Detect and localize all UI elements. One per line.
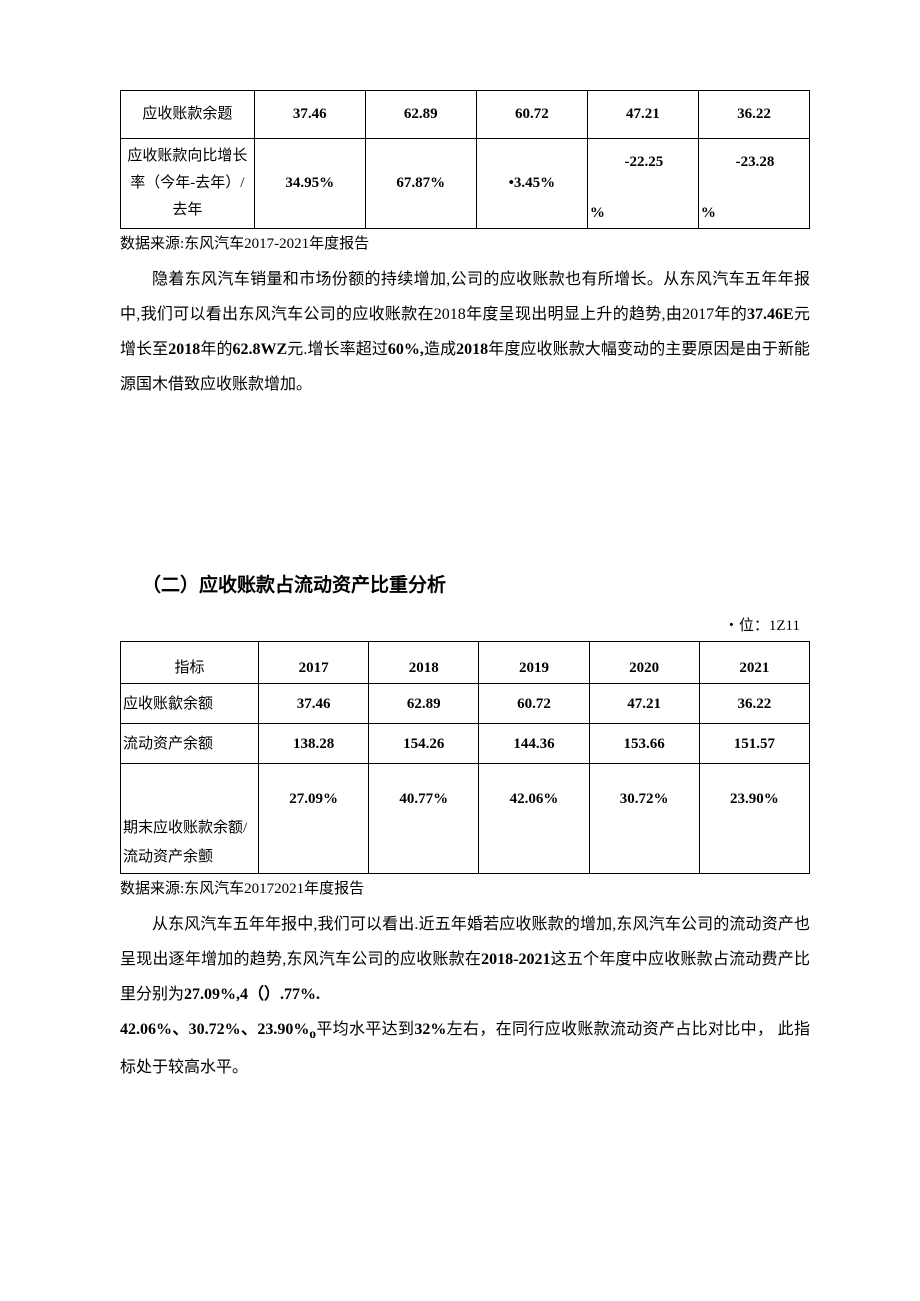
row-label: 应收账歙余额 [121, 684, 259, 724]
unit-label: ・位：1Z11 [120, 615, 800, 638]
table1-row-balance: 应收账款余题 37.46 62.89 60.72 47.21 36.22 [121, 91, 810, 139]
para-text: 造成 [424, 341, 456, 358]
table2-row-receivables: 应收账歙余额 37.46 62.89 60.72 47.21 36.22 [121, 684, 810, 724]
header-year: 2020 [589, 642, 699, 684]
cell: 60.72 [476, 91, 587, 139]
paragraph-3: 42.06%、30.72%、23.90%o平均水平达到32%左右，在同行应收账款… [120, 1012, 810, 1087]
header-year: 2018 [369, 642, 479, 684]
cell: -22.25 % [587, 139, 698, 229]
neg-value: -23.28 [701, 139, 809, 174]
cell: 23.90% [699, 764, 809, 874]
receivables-growth-table: 应收账款余题 37.46 62.89 60.72 47.21 36.22 应收账… [120, 90, 810, 229]
para-text: 年的 [200, 341, 232, 358]
cell: 42.06% [479, 764, 589, 874]
data-source-2: 数据来源:东风汽车20172021年度报告 [120, 878, 810, 901]
cell: 30.72% [589, 764, 699, 874]
receivables-ratio-table: 指标 2017 2018 2019 2020 2021 应收账歙余额 37.46… [120, 641, 810, 874]
cell: 153.66 [589, 724, 699, 764]
section-gap [120, 402, 810, 572]
para-text: 隐着东风汽车销量和市场份额的持续增加,公司的应收账款也有所增长。从东风汽车五年年… [120, 271, 810, 323]
cell: 60.72 [479, 684, 589, 724]
para-bold: 32% [414, 1021, 446, 1038]
cell: 36.22 [698, 91, 809, 139]
row-label: 应收账款向比增长率（今年-去年）/去年 [121, 139, 255, 229]
section-2-title: （二）应收账款占流动资产比重分析 [142, 572, 810, 601]
para-bold: 42.06%、30.72%、23.90% [120, 1021, 309, 1038]
data-source-1: 数据来源:东风汽车2017-2021年度报告 [120, 233, 810, 256]
neg-value: -22.25 [590, 139, 698, 174]
cell: 144.36 [479, 724, 589, 764]
header-year: 2017 [259, 642, 369, 684]
cell: •3.45% [476, 139, 587, 229]
para-bold: 37.46E [747, 306, 794, 323]
row-label: 应收账款余题 [121, 91, 255, 139]
cell: 47.21 [587, 91, 698, 139]
paragraph-2: 从东风汽车五年年报中,我们可以看出.近五年婚若应收账款的增加,东风汽车公司的流动… [120, 907, 810, 1013]
header-label: 指标 [121, 642, 259, 684]
para-bold: 62.8WZ [233, 341, 288, 358]
paragraph-1: 隐着东风汽车销量和市场份额的持续增加,公司的应收账款也有所增长。从东风汽车五年年… [120, 262, 810, 403]
cell: 37.46 [259, 684, 369, 724]
table2-header-row: 指标 2017 2018 2019 2020 2021 [121, 642, 810, 684]
para-bold: 2018 [456, 341, 488, 358]
para-bold: 2018-2021 [481, 951, 550, 968]
para-sub: o [309, 1027, 316, 1042]
cell: 62.89 [365, 91, 476, 139]
cell: 34.95% [254, 139, 365, 229]
cell: 62.89 [369, 684, 479, 724]
table2-row-current-assets: 流动资产余额 138.28 154.26 144.36 153.66 151.5… [121, 724, 810, 764]
cell: 27.09% [259, 764, 369, 874]
para-bold: 27.09%,4（）.77%. [184, 986, 320, 1003]
cell: 36.22 [699, 684, 809, 724]
cell: 67.87% [365, 139, 476, 229]
cell: 154.26 [369, 724, 479, 764]
para-bold: 2018 [168, 341, 200, 358]
header-year: 2019 [479, 642, 589, 684]
cell: 138.28 [259, 724, 369, 764]
cell: 151.57 [699, 724, 809, 764]
row-label: 流动资产余额 [121, 724, 259, 764]
pct-symbol: % [701, 202, 716, 225]
para-text: 平均水平达到 [316, 1021, 414, 1038]
pct-symbol: % [590, 202, 605, 225]
para-bold: 60%, [388, 341, 424, 358]
cell: -23.28 % [698, 139, 809, 229]
table2-row-ratio: 期末应收账款余额/流动资产余颤 27.09% 40.77% 42.06% 30.… [121, 764, 810, 874]
para-text: 元.增长率超过 [287, 341, 388, 358]
table1-row-growth: 应收账款向比增长率（今年-去年）/去年 34.95% 67.87% •3.45%… [121, 139, 810, 229]
cell: 40.77% [369, 764, 479, 874]
cell: 47.21 [589, 684, 699, 724]
row-label: 期末应收账款余额/流动资产余颤 [121, 764, 259, 874]
cell: 37.46 [254, 91, 365, 139]
header-year: 2021 [699, 642, 809, 684]
